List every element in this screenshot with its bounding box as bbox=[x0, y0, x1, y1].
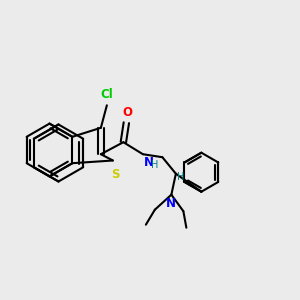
Text: O: O bbox=[123, 106, 133, 119]
Text: H: H bbox=[177, 172, 185, 182]
Text: N: N bbox=[144, 156, 154, 169]
Text: N: N bbox=[166, 197, 176, 210]
Text: H: H bbox=[151, 160, 159, 170]
Text: S: S bbox=[111, 168, 119, 181]
Text: Cl: Cl bbox=[100, 88, 113, 101]
